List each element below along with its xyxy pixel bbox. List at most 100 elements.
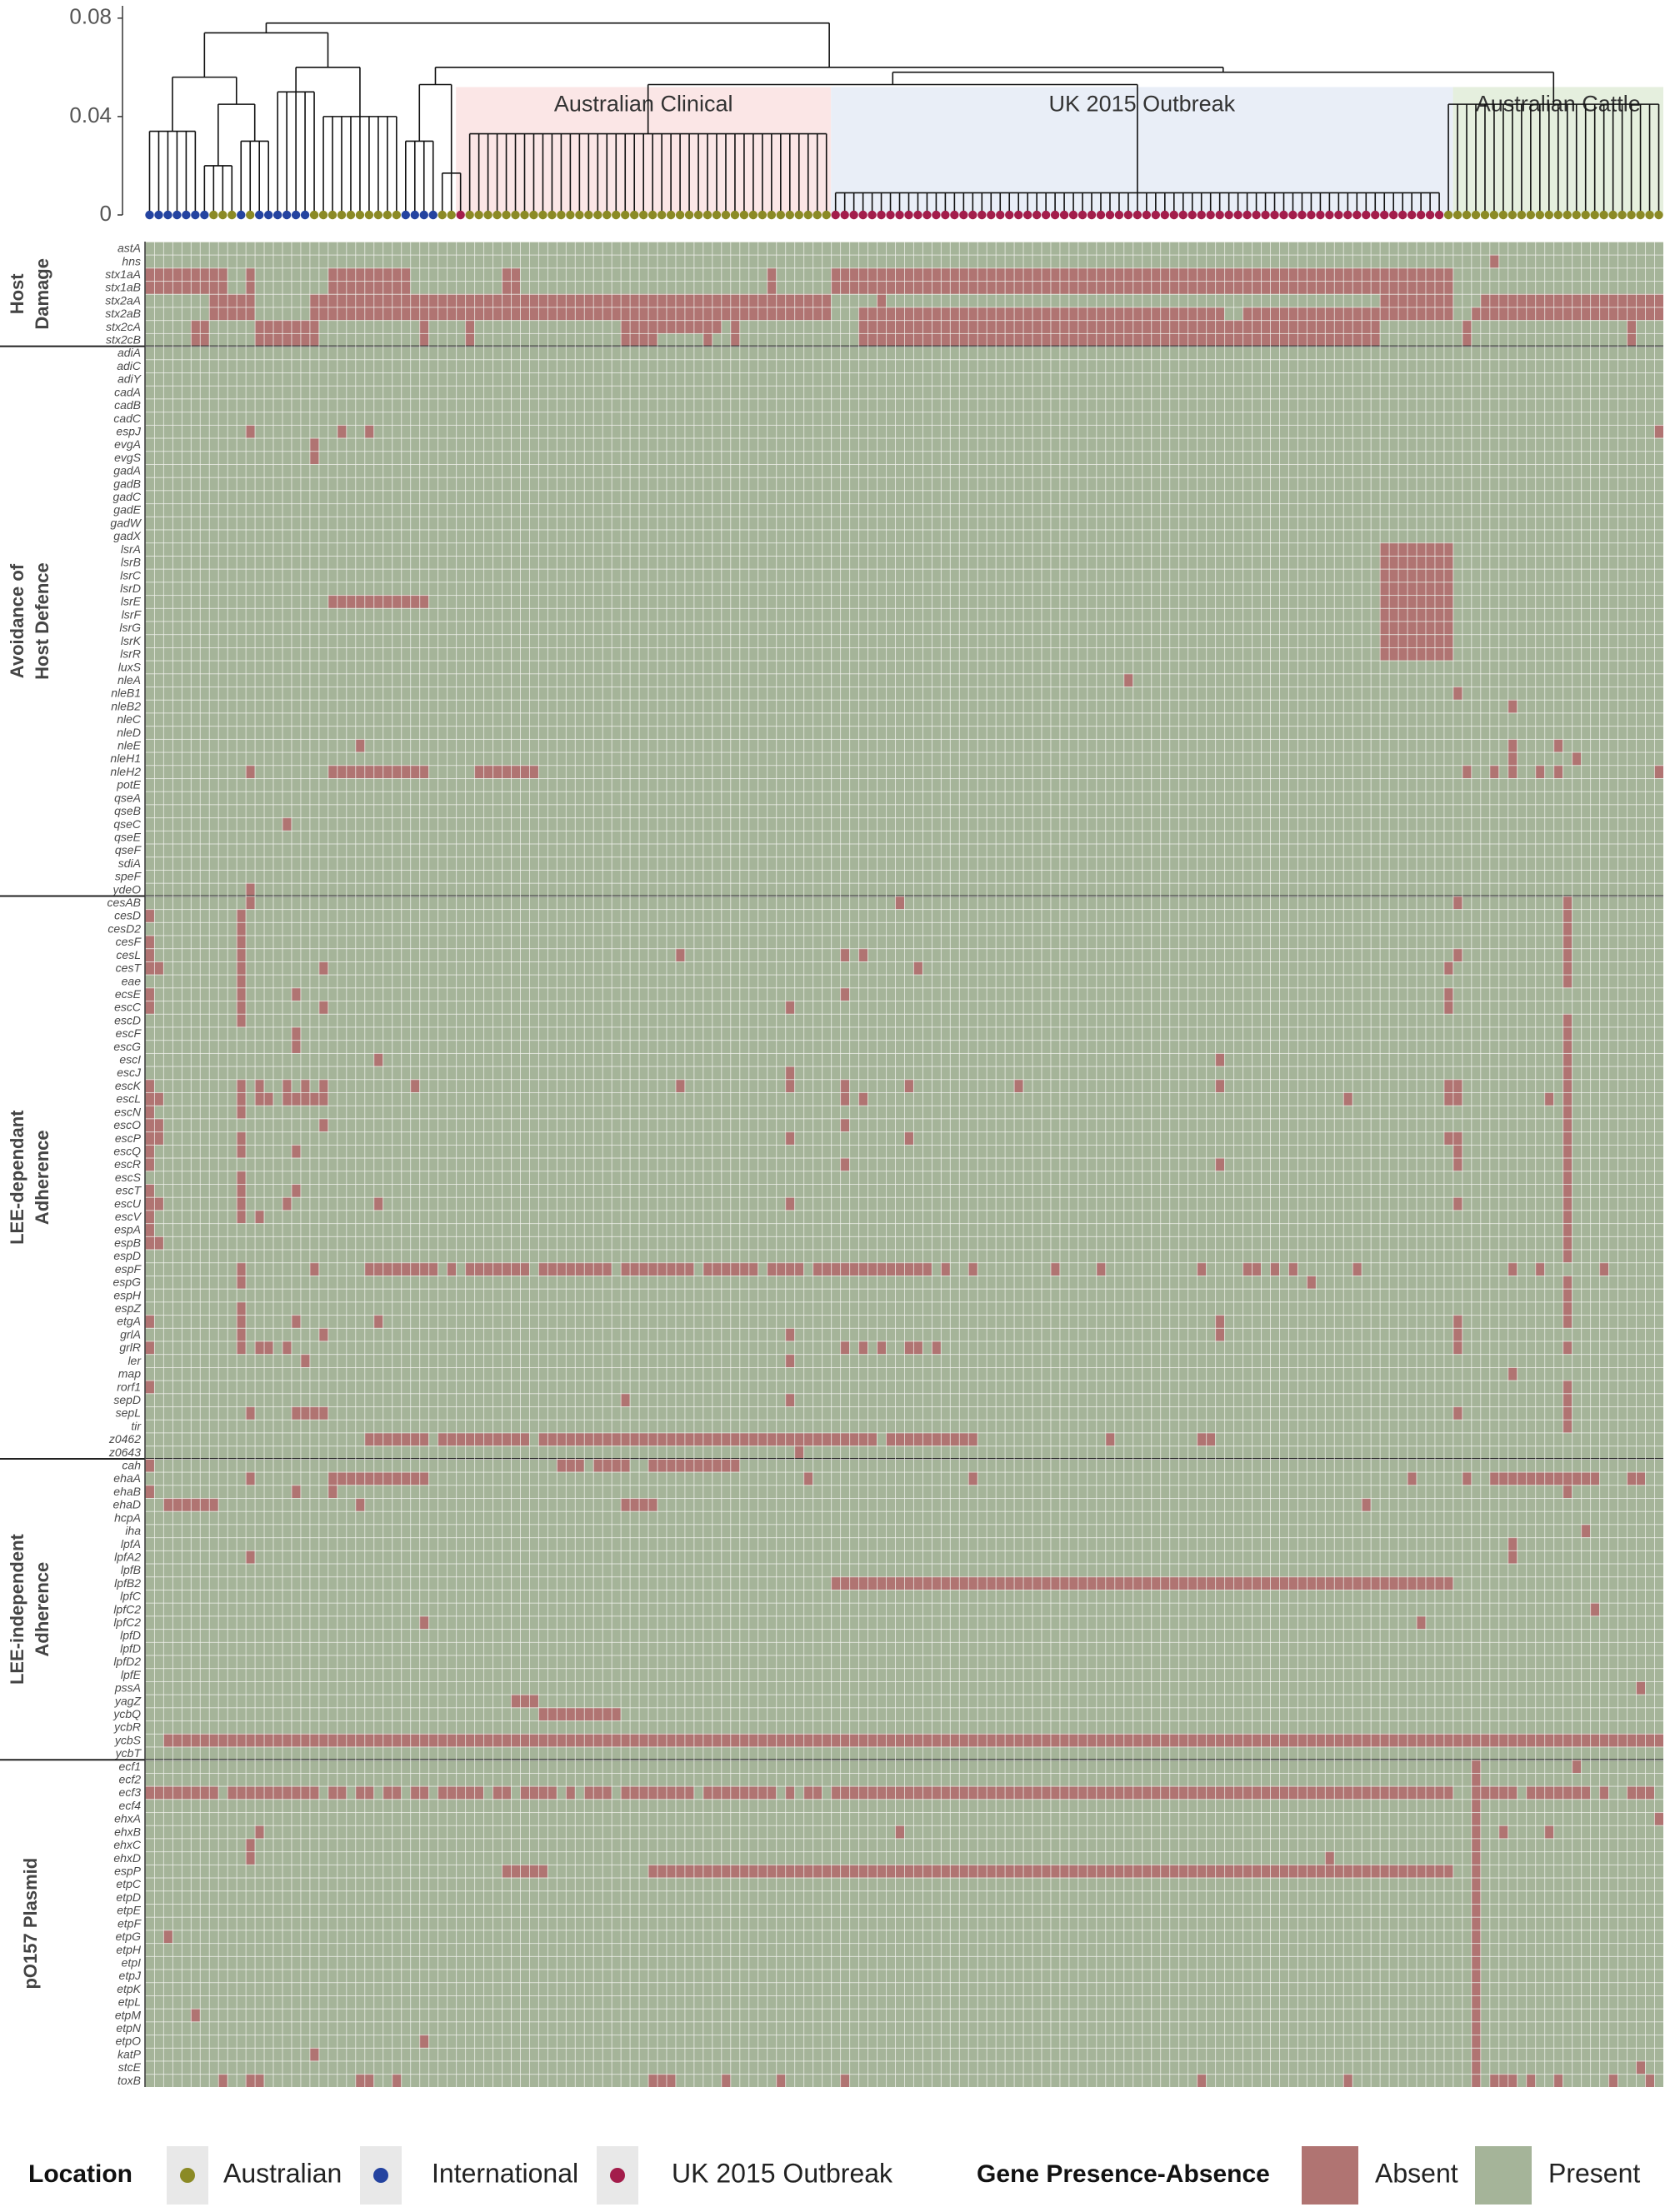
- gene-label: gadC: [113, 490, 142, 503]
- gene-label: nleD: [117, 726, 141, 739]
- leaf-dot: [638, 210, 648, 220]
- gene-label: stx2cA: [106, 320, 141, 333]
- leaf-dot: [675, 210, 685, 220]
- leaf-dot: [1022, 210, 1032, 220]
- gene-label: lsrD: [120, 582, 141, 595]
- gene-label: map: [118, 1367, 141, 1381]
- gene-label: nleH2: [110, 765, 141, 778]
- leaf-dot: [1224, 210, 1233, 220]
- gene-label: stx2cB: [106, 333, 141, 347]
- leaf-dot: [648, 210, 658, 220]
- gene-label: lsrE: [121, 595, 142, 608]
- leaf-dot: [1407, 210, 1417, 220]
- leaf-dot: [1380, 210, 1389, 220]
- leaf-dot: [1288, 210, 1298, 220]
- gene-label: lpfD2: [113, 1655, 141, 1668]
- leaf-dot: [1050, 210, 1060, 220]
- gene-label: ehaD: [113, 1498, 141, 1511]
- gene-label: escR: [114, 1157, 141, 1171]
- leaf-dot: [355, 210, 365, 220]
- leaf-dot: [987, 210, 996, 220]
- leaf-dot: [447, 210, 456, 220]
- gene-label: espJ: [116, 424, 142, 437]
- gene-label: espG: [113, 1276, 142, 1289]
- leaf-dot: [794, 210, 803, 220]
- leaf-dot: [1654, 210, 1663, 220]
- gene-label: ecf4: [119, 1799, 142, 1812]
- gene-label: lpfD: [120, 1641, 141, 1655]
- gene-label: lpfB2: [114, 1576, 141, 1590]
- leaf-dot: [228, 210, 237, 220]
- gene-label: escN: [114, 1105, 142, 1118]
- gene-label: etpK: [117, 1982, 141, 1995]
- gene-label: ecf3: [119, 1785, 142, 1799]
- gene-label: rorf1: [117, 1380, 141, 1393]
- leaf-dot: [1334, 210, 1343, 220]
- leaf-dot: [831, 210, 840, 220]
- gene-label: etpG: [116, 1930, 141, 1943]
- leaf-dot: [913, 210, 922, 220]
- gene-label: espA: [114, 1223, 141, 1236]
- y-tick-label: 0: [100, 201, 112, 226]
- gene-label: stx2aB: [105, 307, 141, 320]
- leaf-dot: [730, 210, 740, 220]
- gene-label: stx1aA: [105, 267, 141, 281]
- leaf-dot: [1307, 210, 1316, 220]
- gene-label: evgS: [114, 451, 142, 464]
- leaf-dot: [1270, 210, 1279, 220]
- leaf-dot: [1059, 210, 1069, 220]
- region: [831, 87, 1453, 216]
- gene-label: escG: [113, 1040, 141, 1053]
- leaf-dot: [996, 210, 1005, 220]
- leaf-dot: [1343, 210, 1352, 220]
- gene-label: espB: [114, 1236, 141, 1249]
- gene-label: nleB1: [111, 687, 141, 700]
- leaf-dot: [1535, 210, 1545, 220]
- leaf-dot: [1233, 210, 1242, 220]
- leaf-dot: [401, 210, 411, 220]
- gene-label: escQ: [113, 1144, 141, 1157]
- leaf-dot: [1480, 210, 1490, 220]
- leaf-dot: [1242, 210, 1252, 220]
- leaf-dot: [895, 210, 904, 220]
- gene-label: ecf2: [119, 1773, 142, 1786]
- leaf-dot: [1398, 210, 1408, 220]
- gene-label: luxS: [118, 660, 142, 673]
- gene-label: ehaA: [113, 1471, 141, 1485]
- gene-label: lsrR: [120, 647, 141, 661]
- gene-label: ehxA: [114, 1812, 141, 1825]
- gene-label: cesAB: [108, 896, 141, 909]
- leaf-dot: [364, 210, 374, 220]
- leaf-dot: [584, 210, 593, 220]
- leaf-dot: [1508, 210, 1518, 220]
- leaf-dot: [1590, 210, 1599, 220]
- cell-grid: [145, 242, 1663, 2087]
- leaf-dot: [328, 210, 338, 220]
- leaf-dot: [1114, 210, 1124, 220]
- gene-label: qseC: [113, 817, 142, 831]
- gene-label: ehxB: [114, 1825, 141, 1838]
- gene-label: lsrA: [121, 542, 141, 556]
- leaf-dot: [1087, 210, 1097, 220]
- leaf-dot: [1032, 210, 1042, 220]
- leaf-dot: [748, 210, 758, 220]
- legend-title: Location: [28, 2160, 132, 2188]
- gene-label: iha: [125, 1524, 141, 1537]
- leaf-dot: [182, 210, 191, 220]
- leaf-dot: [1526, 210, 1536, 220]
- leaf-dot: [575, 210, 584, 220]
- leaf-dot: [1078, 210, 1088, 220]
- leaf-dot: [922, 210, 932, 220]
- leaf-dot: [1416, 210, 1426, 220]
- gene-label: pssA: [114, 1681, 141, 1695]
- gene-label: ehxC: [113, 1838, 142, 1851]
- leaf-dot: [1599, 210, 1608, 220]
- gene-label: potE: [116, 778, 141, 791]
- group-label: Adherence: [32, 1130, 52, 1225]
- leaf-dot: [538, 210, 548, 220]
- group-label: Avoidance of: [7, 563, 28, 678]
- gene-label: qseB: [114, 804, 141, 817]
- leaf-dot: [712, 210, 722, 220]
- gene-label: etpH: [116, 1943, 141, 1956]
- leaf-dot: [1215, 210, 1224, 220]
